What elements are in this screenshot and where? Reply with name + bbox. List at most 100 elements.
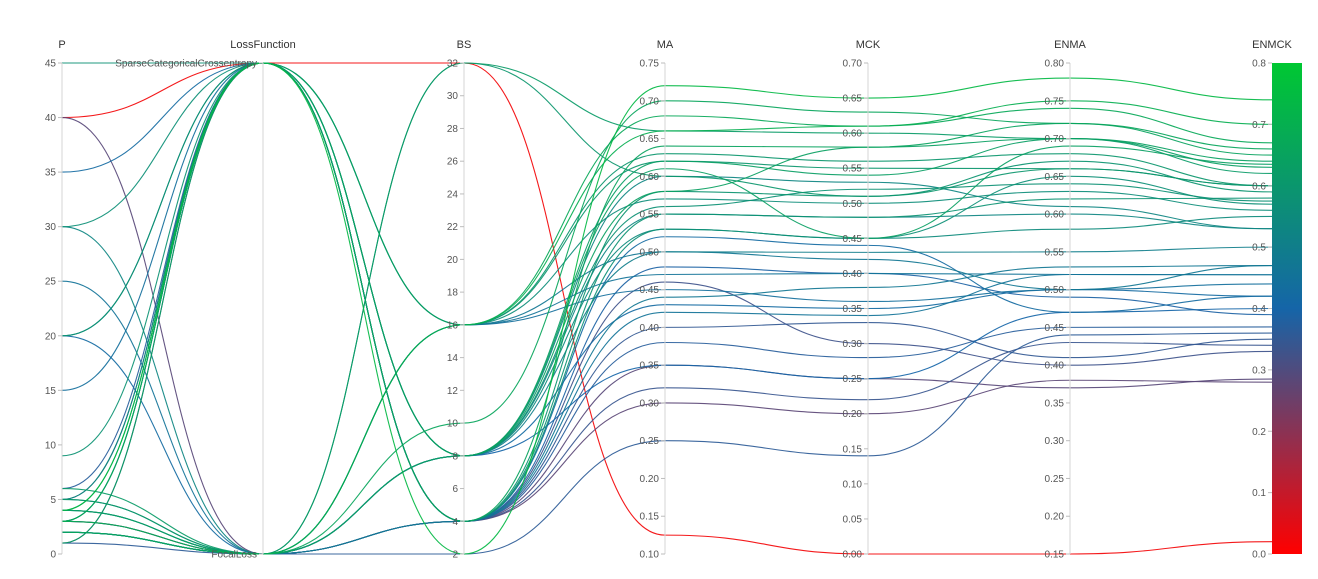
tick-label: 6 bbox=[452, 484, 458, 495]
axis-title-enma: ENMA bbox=[1054, 39, 1086, 51]
data-polyline bbox=[61, 307, 1273, 555]
tick-label: 0.15 bbox=[1045, 550, 1065, 561]
axis-lossfunction[interactable]: LossFunction FocalLoss SparseCategoricalCr… bbox=[115, 39, 295, 561]
axis-title-p: P bbox=[58, 39, 65, 51]
data-polyline bbox=[61, 264, 1273, 555]
tick-label: 0.80 bbox=[1045, 59, 1065, 70]
tick-label: 0.60 bbox=[1045, 210, 1065, 221]
data-polyline bbox=[61, 379, 1273, 555]
data-polyline bbox=[61, 236, 1273, 555]
data-polyline bbox=[61, 332, 1273, 555]
tick-label: 0.50 bbox=[843, 199, 863, 210]
tick-label: 0.45 bbox=[1045, 323, 1065, 334]
tick-label: 40 bbox=[45, 113, 57, 124]
tick-label: 0.40 bbox=[640, 323, 660, 334]
data-polyline bbox=[61, 62, 1273, 544]
tick-label: 28 bbox=[447, 124, 459, 135]
data-polyline bbox=[61, 62, 1273, 544]
tick-label: 0.55 bbox=[640, 210, 660, 221]
tick-label: 0.20 bbox=[640, 474, 660, 485]
tick-label: 0.35 bbox=[640, 361, 660, 372]
tick-label: 0.70 bbox=[843, 59, 863, 70]
data-polyline bbox=[61, 62, 1273, 522]
axis-title-ma: MA bbox=[657, 39, 674, 51]
tick-label: 0 bbox=[50, 550, 56, 561]
data-polyline bbox=[61, 213, 1273, 555]
tick-label: 0.50 bbox=[640, 247, 660, 258]
axis-title-lossfunction: LossFunction bbox=[230, 39, 295, 51]
tick-label: 0.65 bbox=[1045, 172, 1065, 183]
tick-label: 8 bbox=[452, 451, 458, 462]
tick-label: 0.35 bbox=[843, 304, 863, 315]
tick-label: 0.2 bbox=[1252, 427, 1266, 438]
tick-label: 0.30 bbox=[640, 398, 660, 409]
tick-label: 0.00 bbox=[843, 550, 863, 561]
polylines-layer bbox=[61, 62, 1273, 555]
tick-label: 0.55 bbox=[1045, 247, 1065, 258]
data-polyline bbox=[61, 62, 1273, 522]
tick-label: 0.15 bbox=[640, 512, 660, 523]
tick-label: 0.65 bbox=[640, 134, 660, 145]
axis-mck[interactable]: MCK 0.00 0.05 0.10 0.15 0.20 0.25 0.30 0.35 0.40 0… bbox=[843, 39, 881, 561]
tick-label: 0.10 bbox=[843, 479, 863, 490]
tick-label: 18 bbox=[447, 288, 459, 299]
tick-label: 0.6 bbox=[1252, 181, 1266, 192]
tick-label: 26 bbox=[447, 157, 459, 168]
axis-p[interactable]: P 0 5 10 15 20 25 30 35 40 45 bbox=[45, 39, 66, 561]
axis-enma[interactable]: ENMA 0.15 0.20 0.25 0.30 0.35 0.40 0.45 0.50 0.55… bbox=[1045, 39, 1087, 561]
data-polyline bbox=[61, 62, 1273, 522]
tick-label: 0.05 bbox=[843, 514, 863, 525]
tick-label: 0.65 bbox=[843, 94, 863, 105]
tick-label: 30 bbox=[45, 222, 57, 233]
category-label: SparseCategoricalCrossentropy bbox=[115, 59, 257, 70]
tick-label: 12 bbox=[447, 386, 459, 397]
axis-title-mck: MCK bbox=[856, 39, 881, 51]
tick-label: 0.1 bbox=[1252, 488, 1266, 499]
data-polyline bbox=[61, 62, 1273, 522]
axis-title-enmck: ENMCK bbox=[1252, 39, 1292, 51]
tick-label: 35 bbox=[45, 168, 57, 179]
axis-title-bs: BS bbox=[457, 39, 472, 51]
tick-label: 10 bbox=[45, 440, 57, 451]
tick-label: 0.4 bbox=[1252, 304, 1266, 315]
tick-label: 20 bbox=[45, 331, 57, 342]
axis-ma[interactable]: MA 0.10 0.15 0.20 0.25 0.30 0.35 0.40 0.45 0.50 0.… bbox=[640, 39, 674, 561]
tick-label: 0.10 bbox=[640, 550, 660, 561]
tick-label: 0.7 bbox=[1252, 120, 1266, 131]
tick-label: 24 bbox=[447, 189, 459, 200]
data-polyline bbox=[61, 62, 1273, 555]
tick-label: 25 bbox=[45, 277, 57, 288]
tick-label: 0.0 bbox=[1252, 550, 1266, 561]
data-polyline bbox=[61, 62, 1273, 522]
tick-label: 0.25 bbox=[1045, 474, 1065, 485]
tick-label: 10 bbox=[447, 419, 459, 430]
data-polyline bbox=[61, 246, 1273, 555]
axis-enmck[interactable]: ENMCK 0.0 0.1 0.2 0.3 0.4 0.5 0.6 0.7 0.8 bbox=[1252, 39, 1302, 561]
tick-label: 0.50 bbox=[1045, 285, 1065, 296]
data-polyline bbox=[61, 190, 1273, 555]
tick-label: 20 bbox=[447, 255, 459, 266]
tick-label: 16 bbox=[447, 320, 459, 331]
data-polyline bbox=[61, 341, 1273, 555]
tick-label: 0.75 bbox=[640, 59, 660, 70]
tick-label: 0.60 bbox=[843, 129, 863, 140]
tick-label: 0.45 bbox=[640, 285, 660, 296]
tick-label: 0.30 bbox=[1045, 436, 1065, 447]
data-polyline bbox=[61, 272, 1273, 555]
tick-label: 0.30 bbox=[843, 339, 863, 350]
data-polyline bbox=[61, 62, 1273, 457]
tick-label: 0.75 bbox=[1045, 96, 1065, 107]
tick-label: 0.20 bbox=[843, 409, 863, 420]
tick-label: 0.20 bbox=[1045, 512, 1065, 523]
tick-label: 0.55 bbox=[843, 164, 863, 175]
tick-label: 30 bbox=[447, 91, 459, 102]
data-polyline bbox=[61, 62, 1273, 522]
data-polyline bbox=[61, 62, 1273, 555]
tick-label: 0.15 bbox=[843, 444, 863, 455]
tick-label: 0.5 bbox=[1252, 243, 1266, 254]
tick-label: 0.25 bbox=[843, 374, 863, 385]
tick-label: 0.8 bbox=[1252, 59, 1266, 70]
data-polyline bbox=[61, 62, 1273, 522]
